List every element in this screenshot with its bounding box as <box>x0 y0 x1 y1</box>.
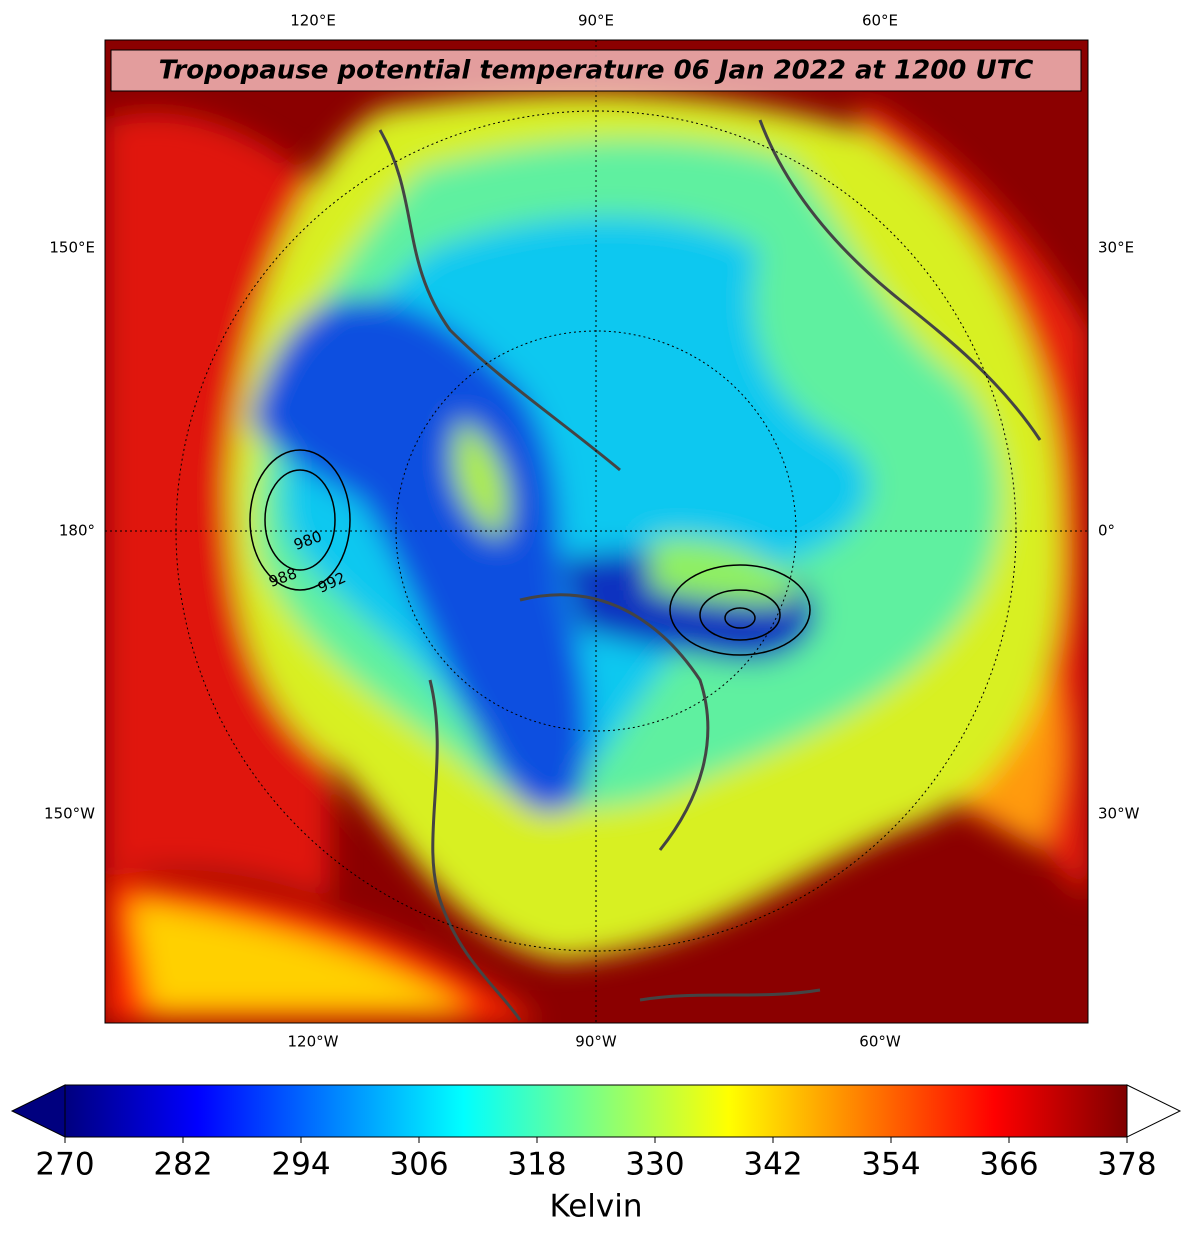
colorbar-tick-label: 354 <box>861 1147 920 1183</box>
lon-label: 180° <box>59 522 95 540</box>
colorbar-under <box>10 1084 66 1138</box>
colorbar-tick-label: 342 <box>743 1147 802 1183</box>
colorbar-over <box>1126 1084 1182 1138</box>
lon-label: 150°E <box>49 239 95 257</box>
colorbar-label: Kelvin <box>549 1189 642 1225</box>
lon-label: 150°W <box>44 805 95 823</box>
lon-label: 90°E <box>578 12 614 30</box>
colorbar-tick-label: 270 <box>35 1147 94 1183</box>
coastlines <box>378 119 1042 1021</box>
colorbar-tick-label: 318 <box>507 1147 566 1183</box>
colorbar-tick-label: 294 <box>271 1147 330 1183</box>
labels: 120°E 90°E 60°E 120°W 90°W 60°W 150°E 180° 150°W… <box>44 12 1140 1051</box>
colorbar-tick-label: 282 <box>153 1147 212 1183</box>
lon-label: 30°E <box>1098 239 1134 257</box>
lon-label: 30°W <box>1098 805 1140 823</box>
colorbar-tick-label: 306 <box>389 1147 448 1183</box>
lon-label: 120°E <box>290 12 336 30</box>
lon-label: 60°E <box>862 12 898 30</box>
map <box>105 40 1088 1023</box>
map-frame <box>104 39 1089 1024</box>
colorbar-tick-label: 330 <box>625 1147 684 1183</box>
title: Tropopause potential temperature 06 Jan … <box>159 56 1034 86</box>
lon-label: 60°W <box>859 1033 901 1051</box>
title-box <box>110 49 1082 92</box>
graticule <box>105 40 1088 1023</box>
pressure-contours <box>249 449 811 656</box>
colorbar-tick-label: 366 <box>979 1147 1038 1183</box>
lon-label: 90°W <box>575 1033 617 1051</box>
lon-label: 0° <box>1098 522 1115 540</box>
colorbar: 270 282 294 306 318 330 342 354 366 378 Kelvin <box>10 1084 1182 1225</box>
lon-label: 120°W <box>288 1033 339 1051</box>
colorbar-tick-label: 378 <box>1097 1147 1156 1183</box>
colorbar-body <box>64 1084 1128 1138</box>
